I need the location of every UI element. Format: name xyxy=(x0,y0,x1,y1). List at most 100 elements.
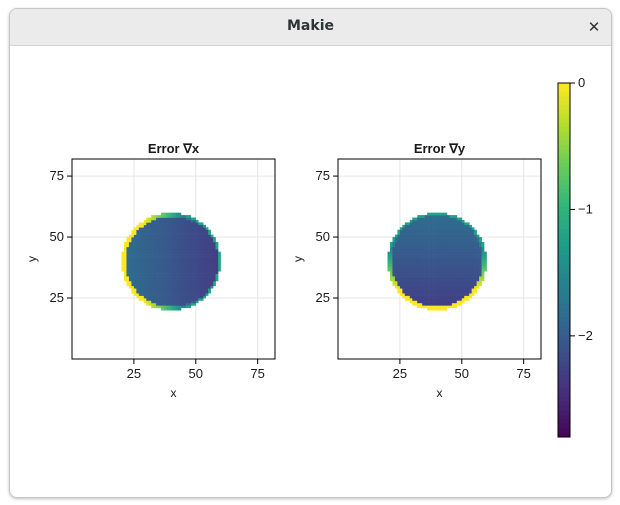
heatmap-cell xyxy=(412,224,416,228)
heatmap-cell xyxy=(441,273,445,277)
heatmap-cell xyxy=(185,273,189,277)
heatmap-cell xyxy=(148,227,152,231)
heatmap-cell xyxy=(456,241,460,245)
heatmap-cell xyxy=(424,268,428,272)
heatmap-cell xyxy=(185,278,189,282)
colorbar-segment xyxy=(558,189,570,195)
heatmap-cell xyxy=(148,271,152,274)
heatmap-cell xyxy=(163,268,167,272)
heatmap-cell xyxy=(203,249,206,252)
heatmap-cell xyxy=(456,285,460,289)
heatmap-cell xyxy=(203,288,206,292)
heatmap-cell xyxy=(402,256,406,260)
heatmap-cell xyxy=(213,249,216,252)
x-tick-label: 75 xyxy=(516,366,530,381)
heatmap-cell xyxy=(168,307,172,311)
heatmap-cell xyxy=(419,227,423,231)
heatmap-cell xyxy=(143,271,147,274)
heatmap-cell xyxy=(156,237,159,240)
heatmap-cell xyxy=(190,295,194,299)
heatmap-cell xyxy=(200,298,204,301)
heatmap-cell xyxy=(183,249,187,252)
heatmap-cell xyxy=(175,276,179,279)
heatmap-cell xyxy=(392,283,396,287)
heatmap-cell xyxy=(441,266,445,270)
heatmap-cell xyxy=(128,278,132,282)
heatmap-cell xyxy=(451,268,455,272)
heatmap-cell xyxy=(449,241,453,245)
heatmap-cell xyxy=(161,293,164,296)
heatmap-cell xyxy=(158,244,162,248)
heatmap-cell xyxy=(148,261,152,265)
heatmap-cell xyxy=(166,251,169,255)
heatmap-cell xyxy=(173,288,177,292)
heatmap-cell xyxy=(402,285,406,289)
heatmap-cell xyxy=(399,266,403,270)
heatmap-cell xyxy=(190,234,194,238)
heatmap-cell xyxy=(208,234,211,238)
heatmap-cell xyxy=(178,295,182,299)
heatmap-cell xyxy=(409,283,413,287)
heatmap-cell xyxy=(133,271,137,274)
heatmap-cell xyxy=(153,224,157,228)
heatmap-cell xyxy=(461,295,465,299)
heatmap-cell xyxy=(198,283,202,287)
heatmap-cell xyxy=(427,217,430,221)
heatmap-cell xyxy=(163,241,167,245)
close-icon[interactable]: ✕ xyxy=(587,18,601,36)
heatmap-cell xyxy=(427,268,430,272)
heatmap-cell xyxy=(407,268,411,272)
heatmap-cell xyxy=(126,256,130,260)
heatmap-cell xyxy=(471,273,475,277)
heatmap-cell xyxy=(459,229,463,233)
heatmap-cell xyxy=(188,246,192,250)
heatmap-cell xyxy=(188,278,192,282)
heatmap-cell xyxy=(153,215,157,218)
heatmap-cell xyxy=(392,278,396,282)
heatmap-cell xyxy=(148,251,152,255)
heatmap-cell xyxy=(188,271,192,274)
colorbar-segment xyxy=(558,83,570,88)
heatmap-cell xyxy=(158,234,162,238)
heatmap-cell xyxy=(412,256,416,260)
heatmap-cell xyxy=(432,251,435,255)
title-bar[interactable]: Makie ✕ xyxy=(10,9,611,46)
heatmap-cell xyxy=(402,278,406,282)
heatmap-cell xyxy=(451,283,455,287)
heatmap-cell xyxy=(434,249,438,252)
heatmap-cell xyxy=(128,239,132,243)
heatmap-cell xyxy=(444,298,448,301)
heatmap-cell xyxy=(429,229,433,233)
heatmap-cell xyxy=(454,273,458,277)
heatmap-cell xyxy=(205,234,209,238)
heatmap-cell xyxy=(451,254,455,257)
heatmap-cell xyxy=(195,224,199,228)
heatmap-cell xyxy=(210,241,214,245)
heatmap-cell xyxy=(190,224,194,228)
heatmap-cell xyxy=(417,234,420,238)
heatmap-cell xyxy=(173,261,177,265)
heatmap-cell xyxy=(200,239,204,243)
heatmap-cell xyxy=(203,227,206,231)
heatmap-cell xyxy=(481,251,485,255)
heatmap-cell xyxy=(166,288,169,292)
heatmap-cell xyxy=(429,271,433,274)
heatmap-cell xyxy=(188,222,192,226)
heatmap-cell xyxy=(153,298,157,301)
heatmap-cell xyxy=(417,232,420,235)
heatmap-cell xyxy=(417,288,420,292)
heatmap-cell xyxy=(141,268,145,272)
heatmap-cell xyxy=(469,246,472,250)
heatmap-cell xyxy=(461,259,465,262)
heatmap-cell xyxy=(213,276,216,279)
heatmap-cell xyxy=(394,263,398,267)
heatmap-cell xyxy=(168,295,172,299)
heatmap-cell xyxy=(464,237,468,240)
heatmap-cell xyxy=(466,259,470,262)
heatmap-cell xyxy=(141,239,145,243)
heatmap-cell xyxy=(419,229,423,233)
heatmap-cell xyxy=(190,239,194,243)
heatmap-cell xyxy=(454,254,458,257)
heatmap-cell xyxy=(193,234,197,238)
heatmap-cell xyxy=(461,239,465,243)
